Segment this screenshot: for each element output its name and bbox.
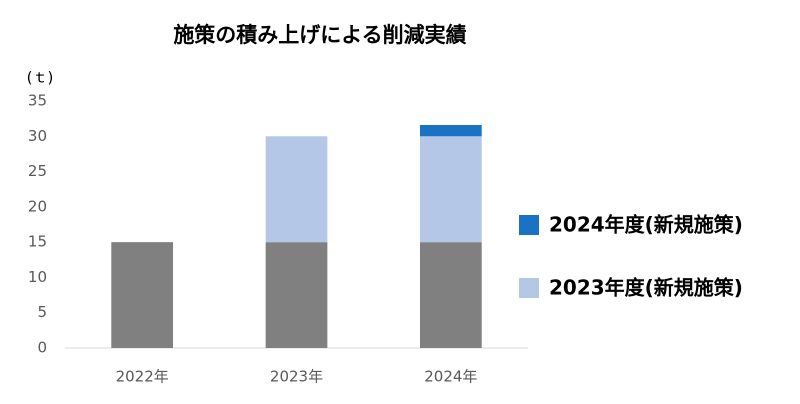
y-tick-label: 15: [28, 233, 47, 251]
y-unit: (ｔ): [27, 69, 54, 87]
legend-swatch: [519, 278, 539, 298]
bar-segment: [419, 242, 482, 348]
y-tick-label: 0: [37, 339, 47, 357]
bar-segment: [419, 124, 482, 137]
bar-segment: [111, 242, 174, 348]
chart-title: 施策の積み上げによる削減実績: [173, 23, 466, 47]
y-tick-label: 35: [28, 92, 47, 110]
x-tick-label: 2023年: [270, 368, 323, 386]
y-tick-label: 25: [28, 162, 47, 180]
y-tick-label: 20: [28, 197, 47, 215]
x-tick-label: 2024年: [424, 368, 477, 386]
bar-segment: [419, 136, 482, 243]
legend-label: 2023年度(新規施策): [549, 276, 743, 300]
bar-segment: [265, 242, 328, 348]
y-tick-label: 30: [28, 127, 47, 145]
legend-label: 2024年度(新規施策): [549, 213, 743, 237]
y-tick-label: 5: [37, 303, 47, 321]
y-tick-label: 10: [28, 268, 47, 286]
bar-segment: [265, 136, 328, 243]
legend-swatch: [519, 215, 539, 235]
x-tick-label: 2022年: [116, 368, 169, 386]
